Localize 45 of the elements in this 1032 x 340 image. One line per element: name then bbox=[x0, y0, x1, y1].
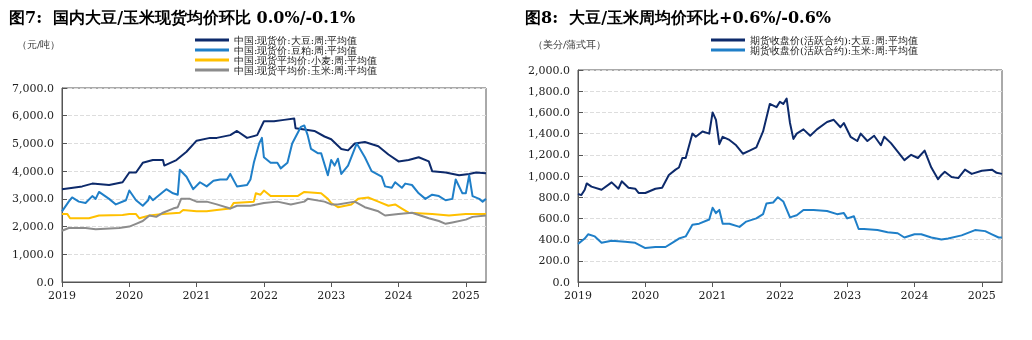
y-tick-label: 600.0 bbox=[538, 211, 570, 225]
x-tick-label: 2019 bbox=[48, 289, 76, 302]
x-tick-label: 2020 bbox=[631, 289, 660, 302]
x-tick-label: 2025 bbox=[451, 289, 480, 302]
y-tick-label: 4,000.0 bbox=[12, 164, 54, 178]
line-series bbox=[577, 196, 1003, 250]
y-tick-label: 1,800.0 bbox=[528, 84, 570, 98]
legend-label: 中国:现货价:大豆:周:平均值 bbox=[234, 34, 358, 46]
y-tick-label: 1,000.0 bbox=[528, 169, 570, 183]
x-tick-label: 2023 bbox=[833, 289, 862, 302]
x-tick-label: 2024 bbox=[384, 289, 413, 302]
y-tick-label: 1,000.0 bbox=[12, 247, 54, 261]
y-tick-label: 200.0 bbox=[538, 254, 570, 268]
y-tick-label: 2,000.0 bbox=[528, 63, 570, 77]
y-tick-label: 3,000.0 bbox=[12, 192, 54, 206]
x-tick-label: 2021 bbox=[182, 289, 211, 302]
line-series bbox=[61, 197, 487, 232]
x-tick-label: 2022 bbox=[249, 289, 278, 302]
chart-title: 图8: 大豆/玉米周均价环比+0.6%/-0.6% bbox=[525, 7, 831, 27]
y-tick-label: 2,000.0 bbox=[12, 220, 54, 234]
chart-title: 图7: 国内大豆/玉米现货均价环比 0.0%/-0.1% bbox=[9, 7, 356, 27]
x-tick-label: 2022 bbox=[765, 289, 794, 302]
line-series bbox=[61, 124, 487, 213]
y-tick-label: 400.0 bbox=[538, 233, 570, 247]
y-tick-label: 800.0 bbox=[538, 190, 570, 204]
y-tick-label: 1,200.0 bbox=[528, 148, 570, 162]
x-tick-label: 2025 bbox=[967, 289, 996, 302]
y-tick-label: 5,000.0 bbox=[12, 136, 54, 150]
y-tick-label: 1,600.0 bbox=[528, 105, 570, 119]
y-axis-title: （元/吨） bbox=[17, 38, 61, 50]
x-tick-label: 2021 bbox=[698, 289, 727, 302]
line-series bbox=[61, 189, 487, 220]
y-tick-label: 6,000.0 bbox=[12, 109, 54, 123]
line-series bbox=[61, 117, 487, 191]
x-tick-label: 2020 bbox=[115, 289, 144, 302]
legend-label: 期货收盘价(活跃合约):大豆:周:平均值 bbox=[750, 34, 918, 46]
y-tick-label: 0.0 bbox=[36, 275, 54, 289]
x-tick-label: 2023 bbox=[317, 289, 346, 302]
y-tick-label: 7,000.0 bbox=[12, 81, 54, 95]
y-tick-label: 0.0 bbox=[552, 275, 570, 289]
x-tick-label: 2019 bbox=[564, 289, 592, 302]
x-tick-label: 2024 bbox=[900, 289, 929, 302]
y-tick-label: 1,400.0 bbox=[528, 127, 570, 141]
y-axis-title: （美分/蒲式耳） bbox=[533, 38, 607, 50]
line-series bbox=[577, 97, 1003, 197]
